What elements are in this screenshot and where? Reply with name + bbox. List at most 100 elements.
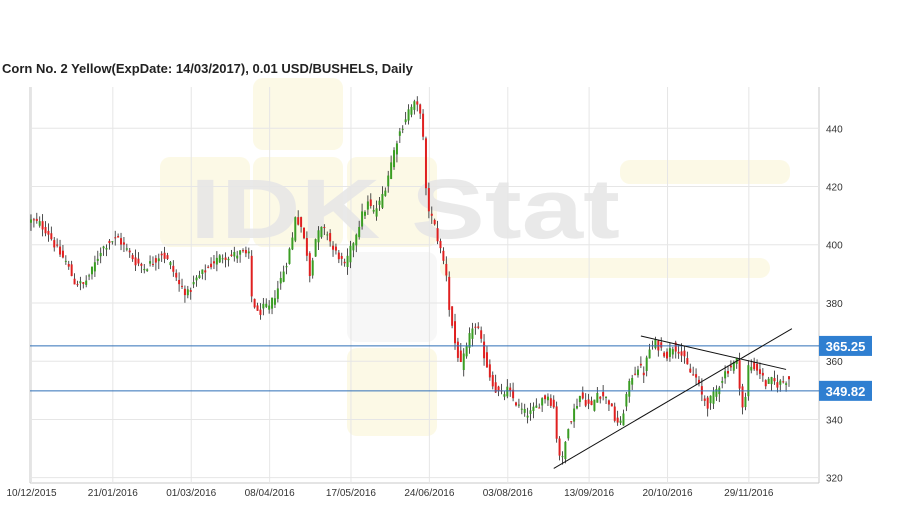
candle-body (497, 386, 500, 391)
candle-body (166, 255, 169, 259)
candle (99, 247, 102, 264)
candle-body (488, 364, 491, 378)
candle (56, 238, 59, 248)
candle-body (326, 234, 329, 236)
candle (578, 395, 581, 407)
candle (657, 339, 660, 357)
candle-body (485, 352, 488, 368)
candle (480, 326, 483, 343)
candle (271, 297, 274, 315)
candle-body (439, 240, 442, 249)
candle (483, 334, 486, 366)
candle-body (395, 143, 398, 155)
candle (247, 247, 250, 259)
candle-body (480, 330, 483, 339)
level-badge (819, 380, 872, 401)
candle-body (724, 371, 727, 379)
candle-body (390, 162, 393, 179)
candle-body (369, 199, 372, 206)
candle-body (636, 369, 639, 376)
candle-body (695, 374, 698, 378)
candle-body (578, 395, 581, 403)
candle (413, 99, 416, 115)
candle (770, 376, 773, 392)
candle (317, 226, 320, 250)
candle-body (471, 328, 474, 339)
candle-body (99, 252, 102, 257)
candle (430, 206, 433, 224)
candle-body (552, 399, 555, 408)
watermark-text: IDK Stat (190, 162, 620, 256)
candle-body (82, 282, 85, 284)
candle (302, 227, 305, 240)
candle-body (186, 289, 189, 296)
candle-body (346, 255, 349, 267)
candle (273, 290, 276, 309)
x-tick-label: 08/04/2016 (245, 488, 295, 499)
candle-body (732, 362, 735, 371)
candle (172, 260, 175, 277)
x-tick-label: 01/03/2016 (166, 488, 216, 499)
candle (215, 251, 218, 272)
candle-body (477, 326, 480, 328)
candle (393, 147, 396, 170)
candle (634, 366, 637, 376)
candle (181, 278, 184, 290)
candle (468, 327, 471, 354)
candle-body (67, 263, 70, 267)
candle (776, 374, 779, 393)
candle (631, 374, 634, 390)
candle (88, 273, 91, 281)
candle (122, 237, 125, 253)
candle-body (323, 227, 326, 229)
candle-body (454, 321, 457, 344)
candle (384, 187, 387, 197)
candle-body (741, 386, 744, 408)
candle (117, 233, 120, 238)
candle (398, 127, 401, 143)
candle (361, 203, 364, 230)
candle (285, 262, 288, 275)
candle (67, 260, 70, 270)
candle-body (111, 241, 114, 243)
candle (677, 344, 680, 359)
candle (590, 396, 593, 406)
candle-body (483, 341, 486, 359)
candle (753, 357, 756, 371)
candle-body (442, 250, 445, 261)
candle (546, 393, 549, 407)
candle-body (294, 217, 297, 241)
candle-body (436, 228, 439, 242)
candle (506, 379, 509, 399)
candle (334, 243, 337, 255)
candle-body (308, 253, 311, 276)
candle-body (639, 363, 642, 366)
candle (186, 285, 189, 299)
candle-body (570, 421, 573, 423)
candle-body (375, 208, 378, 217)
x-tick-label: 17/05/2016 (326, 488, 376, 499)
candle (456, 337, 459, 362)
candle-body (686, 358, 689, 365)
candle (149, 255, 152, 267)
candle (308, 251, 311, 283)
x-tick-label: 13/09/2016 (564, 488, 614, 499)
candle-body (515, 402, 518, 406)
candle-body (767, 378, 770, 384)
candle (593, 399, 596, 412)
candle-body (729, 365, 732, 368)
candle-body (282, 271, 285, 282)
level-value: 365.25 (826, 339, 866, 354)
candle-body (689, 368, 692, 373)
candle (639, 356, 642, 369)
candle (102, 245, 105, 256)
candle-body (76, 284, 79, 286)
candle-body (663, 352, 666, 357)
candle (323, 224, 326, 236)
candle-body (506, 386, 509, 397)
candle (146, 268, 149, 272)
candle (207, 265, 210, 269)
candle (259, 303, 262, 320)
candle-body (558, 438, 561, 456)
candle (535, 398, 538, 408)
